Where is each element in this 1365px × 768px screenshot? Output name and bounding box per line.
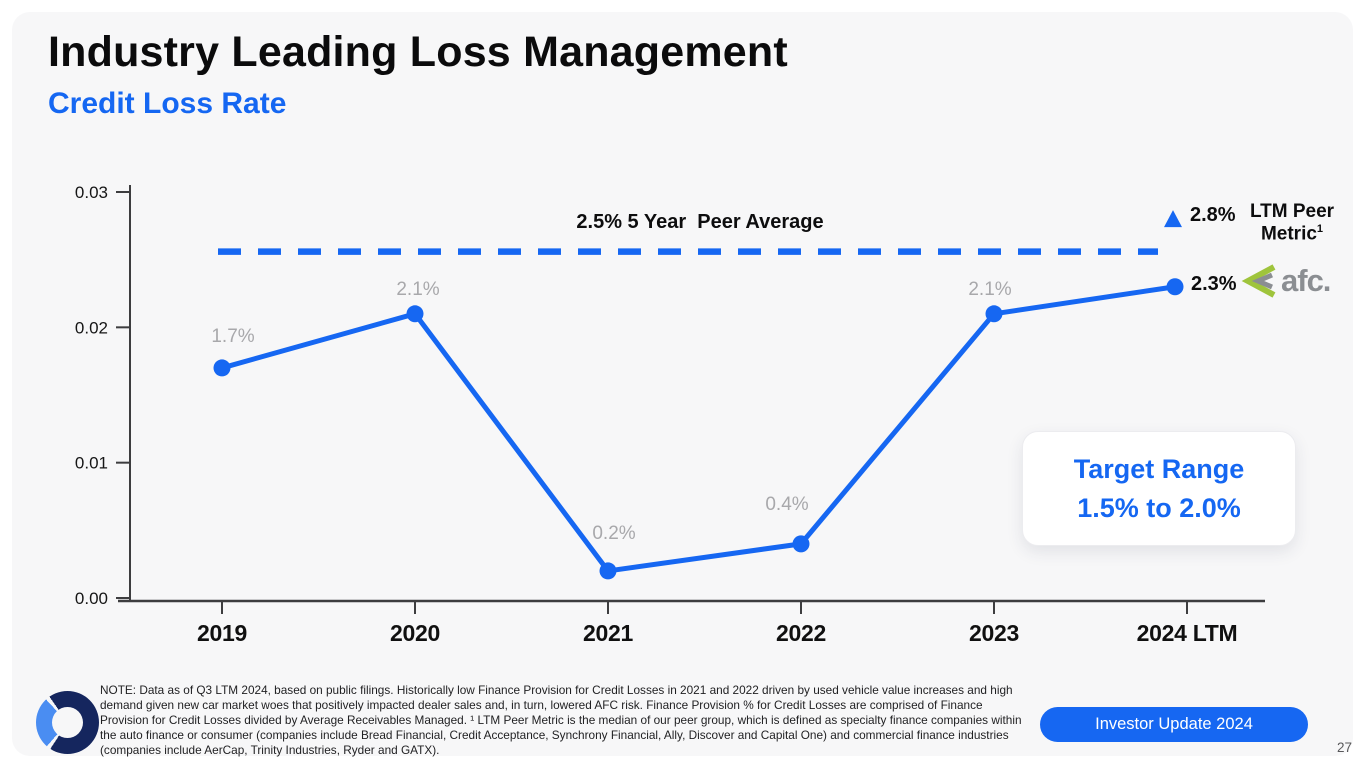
data-point bbox=[213, 359, 231, 377]
ltm-peer-metric-value: 2.8% bbox=[1190, 204, 1236, 226]
y-tick-label: 0.02 bbox=[75, 318, 108, 337]
x-tick-label: 2024 LTM bbox=[1137, 620, 1238, 646]
data-point bbox=[599, 562, 617, 580]
footnote-superscript: 1 bbox=[1316, 223, 1324, 236]
data-point bbox=[1166, 278, 1184, 296]
data-point bbox=[406, 305, 424, 323]
data-point-label: 1.7% bbox=[211, 326, 254, 347]
data-point-label: 0.4% bbox=[765, 494, 808, 515]
chart-subtitle: Credit Loss Rate bbox=[48, 87, 287, 120]
data-point-label: 0.2% bbox=[592, 523, 635, 544]
y-tick-label: 0.01 bbox=[75, 454, 108, 473]
y-tick-label: 0.03 bbox=[75, 183, 108, 202]
x-tick-label: 2023 bbox=[969, 620, 1019, 646]
target-range-title: Target Range bbox=[1073, 454, 1245, 485]
data-point-label: 2.1% bbox=[968, 279, 1011, 300]
ltm-peer-triangle-marker bbox=[1164, 210, 1182, 228]
x-tick-label: 2019 bbox=[197, 620, 247, 646]
page-number: 27 bbox=[1336, 740, 1352, 755]
x-tick-label: 2022 bbox=[776, 620, 826, 646]
credit-loss-line-series bbox=[219, 284, 1178, 574]
x-tick-label: 2021 bbox=[583, 620, 633, 646]
peer-average-label: 2.5% 5 Year Peer Average bbox=[576, 211, 824, 233]
latest-point-value-label: 2.3% bbox=[1191, 273, 1237, 295]
data-point bbox=[985, 305, 1003, 323]
target-range-value: 1.5% to 2.0% bbox=[1077, 492, 1241, 523]
afc-logo-mark-icon bbox=[1241, 264, 1276, 298]
afc-logo: afc. bbox=[1241, 262, 1331, 300]
y-tick-label: 0.00 bbox=[75, 589, 108, 608]
page-title: Industry Leading Loss Management bbox=[48, 28, 788, 76]
ltm-peer-metric-name: LTM Peer Metric1 bbox=[1236, 201, 1348, 246]
slide-card bbox=[12, 12, 1353, 756]
target-range-callout: Target Range 1.5% to 2.0% bbox=[1022, 431, 1296, 546]
ltm-peer-line1: LTM Peer bbox=[1249, 201, 1335, 222]
afc-logo-text: afc. bbox=[1281, 263, 1331, 298]
data-point-label: 2.1% bbox=[396, 279, 439, 300]
openlane-ring-logo-icon bbox=[36, 691, 99, 754]
data-point bbox=[792, 535, 810, 553]
ltm-peer-line2: Metric bbox=[1260, 223, 1317, 245]
x-tick-label: 2020 bbox=[390, 620, 440, 646]
footnote-text: NOTE: Data as of Q3 LTM 2024, based on p… bbox=[100, 683, 1022, 757]
investor-update-button[interactable]: Investor Update 2024 bbox=[1040, 707, 1308, 742]
